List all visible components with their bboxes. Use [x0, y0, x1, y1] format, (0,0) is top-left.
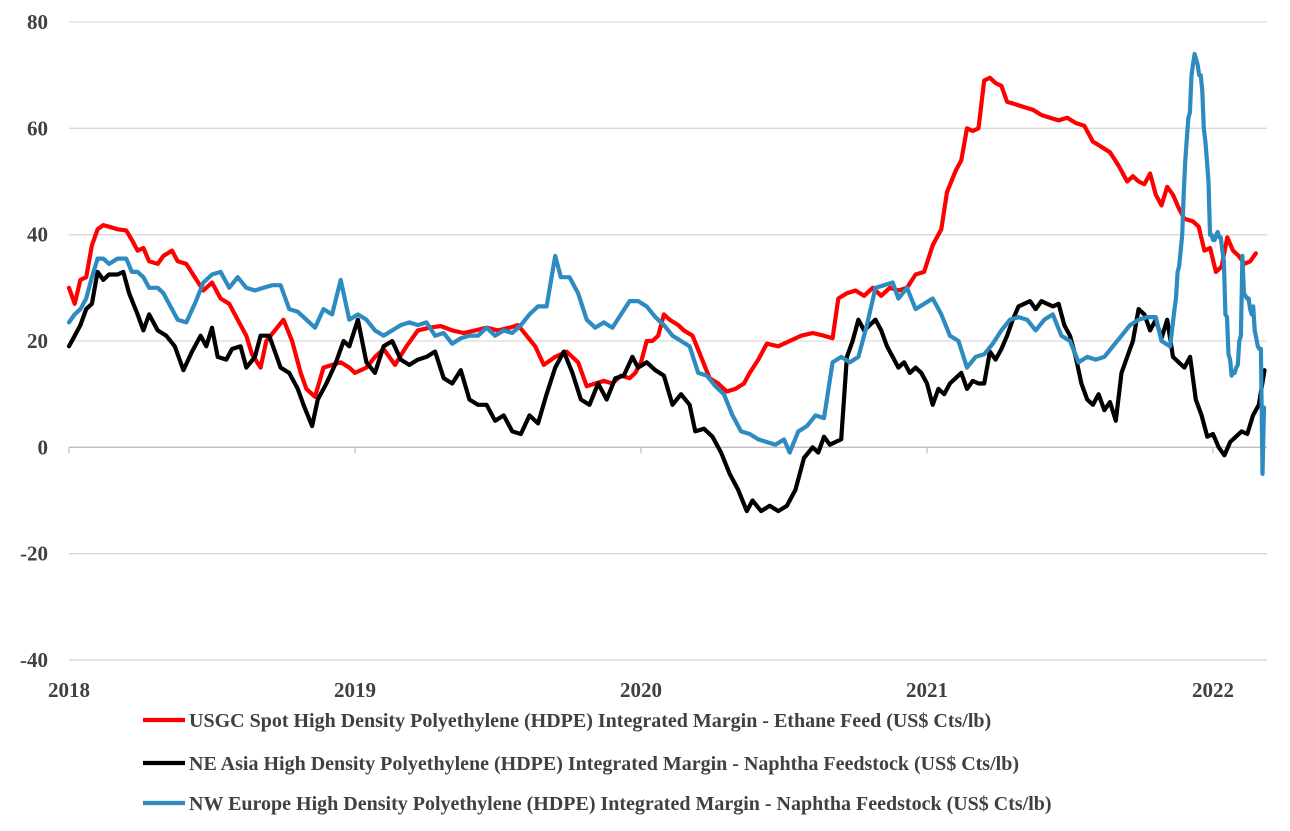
x-tick-label: 2021 [906, 678, 948, 702]
y-tick-label: 0 [38, 435, 49, 459]
y-tick-label: -40 [20, 648, 48, 672]
y-tick-label: -20 [20, 542, 48, 566]
x-tick-label: 2019 [334, 678, 376, 702]
usgc-series-line [66, 75, 1258, 399]
legend: USGC Spot High Density Polyethylene (HDP… [143, 710, 1052, 815]
y-tick-label: 60 [27, 116, 48, 140]
legend-item-ne-asia: NE Asia High Density Polyethylene (HDPE)… [143, 753, 1019, 775]
legend-item-nw-europe: NW Europe High Density Polyethylene (HDP… [143, 793, 1052, 815]
legend-item-usgc: USGC Spot High Density Polyethylene (HDP… [143, 710, 991, 732]
legend-label: NW Europe High Density Polyethylene (HDP… [189, 793, 1052, 815]
y-tick-label: 20 [27, 329, 48, 353]
y-axis-ticks: -40 -20 0 20 40 60 80 [20, 10, 48, 672]
x-tick-label: 2022 [1192, 678, 1234, 702]
x-tick-label: 2018 [48, 678, 90, 702]
legend-label: USGC Spot High Density Polyethylene (HDP… [189, 710, 991, 732]
x-axis: 2018 2019 2020 2021 2022 [48, 446, 1267, 702]
series-lines [66, 51, 1267, 514]
ne-asia-series-line [66, 269, 1267, 514]
nw-europe-series-line [66, 51, 1267, 476]
x-tick-label: 2020 [620, 678, 662, 702]
y-tick-label: 40 [27, 223, 48, 247]
y-tick-label: 80 [27, 10, 48, 34]
legend-label: NE Asia High Density Polyethylene (HDPE)… [189, 753, 1019, 775]
